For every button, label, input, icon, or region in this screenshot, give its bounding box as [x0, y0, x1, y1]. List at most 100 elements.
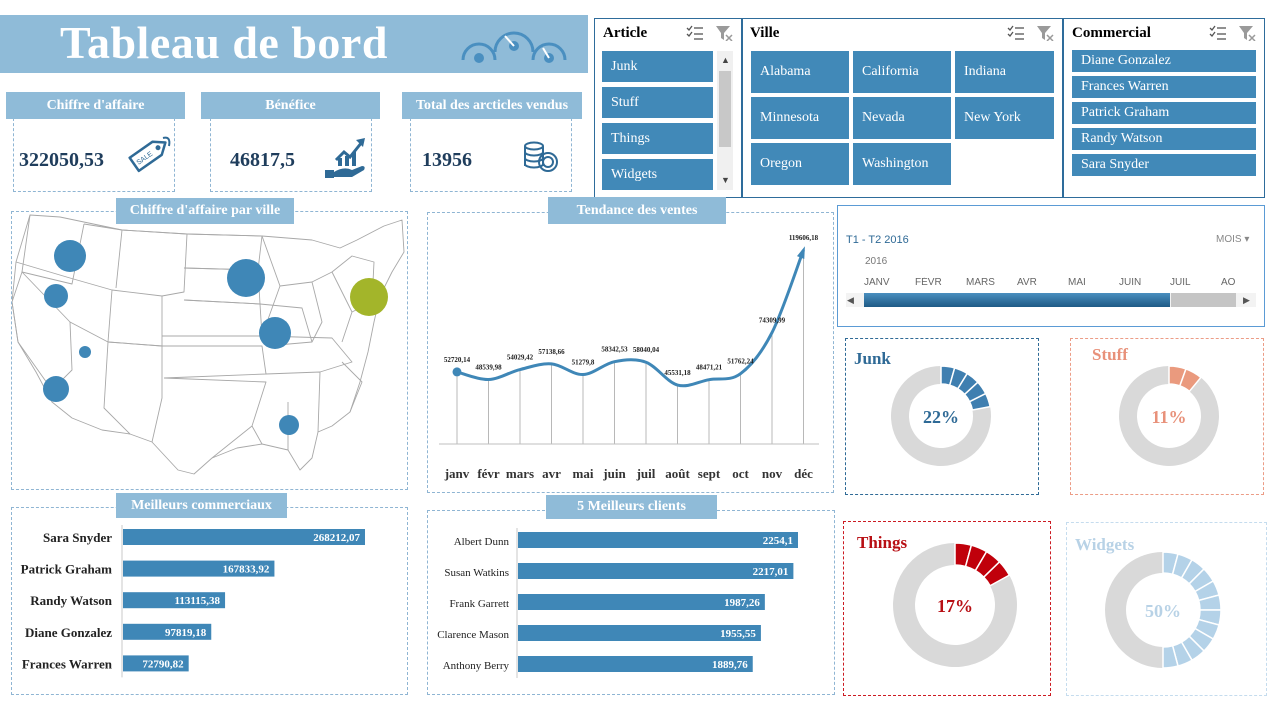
map-bubble[interactable]	[44, 284, 68, 308]
bar	[123, 529, 365, 545]
slicer-ville-item[interactable]: New York	[955, 97, 1054, 139]
timeline-month[interactable]: JANV	[864, 277, 890, 288]
map-bubble[interactable]	[43, 376, 69, 402]
scroll-right-icon[interactable]: ▶	[1243, 295, 1250, 305]
data-label: 48539,98	[475, 364, 502, 372]
slicer-ville-item[interactable]: California	[853, 51, 951, 93]
donut-segment	[1162, 644, 1179, 669]
map-bubble[interactable]	[279, 415, 299, 435]
kpi-value-items-sold: 13956	[422, 149, 472, 171]
top-sellers-chart: Sara Snyder 268212,07 Patrick Graham 167833…	[21, 525, 365, 678]
map-bubble[interactable]	[54, 240, 86, 272]
data-label: 58342,53	[601, 346, 628, 354]
bar	[123, 623, 212, 640]
gauge-icon	[461, 31, 567, 63]
slicer-commercial-item[interactable]: Patrick Graham	[1072, 102, 1256, 124]
timeline-month[interactable]: AO	[1221, 277, 1236, 288]
kpi-label-items-sold: Total des arcticles vendus	[402, 92, 582, 119]
slicer-ville-item[interactable]: Minnesota	[751, 97, 849, 139]
map-bubble[interactable]	[259, 317, 291, 349]
map-title: Chiffre d'affaire par ville	[116, 198, 294, 224]
slicer-commercial-item[interactable]: Diane Gonzalez	[1072, 50, 1256, 72]
slicer-ville-item[interactable]: Nevada	[853, 97, 951, 139]
timeline-month[interactable]: JUIL	[1170, 277, 1191, 288]
multi-select-icon[interactable]	[1007, 25, 1025, 41]
timeline-month[interactable]: JUIN	[1119, 277, 1142, 288]
top-clients-title: 5 Meilleurs clients	[546, 495, 717, 519]
donut-percentage: 50%	[1145, 601, 1181, 621]
top-clients-chart: Albert Dunn 2254,1 Susan Watkins 2217,01 Fra…	[437, 528, 798, 678]
timeline-selection[interactable]	[864, 293, 1170, 307]
slicer-commercial-item[interactable]: Sara Snyder	[1072, 154, 1256, 176]
timeline-month[interactable]: FÉVR	[915, 277, 942, 288]
donut-panel-stuff	[1070, 338, 1264, 495]
category-label: Patrick Graham	[21, 562, 113, 577]
x-tick-label: juil	[636, 466, 656, 481]
us-map[interactable]	[12, 212, 406, 488]
timeline-month[interactable]: MAI	[1068, 277, 1086, 288]
timeline-month[interactable]: AVR	[1017, 277, 1037, 288]
clear-filter-icon[interactable]	[715, 25, 733, 41]
slicer-ville-item[interactable]: Indiana	[955, 51, 1054, 93]
slicer-ville-item[interactable]: Washington	[853, 143, 951, 185]
data-label: 167833,92	[223, 564, 270, 576]
multi-select-icon[interactable]	[1209, 25, 1227, 41]
bar	[518, 532, 798, 548]
slicer-article-item[interactable]: Stuff	[602, 87, 713, 118]
timeline-month[interactable]: MARS	[966, 277, 995, 288]
slicer-article-item[interactable]: Widgets	[602, 159, 713, 190]
x-tick-label: avr	[542, 466, 561, 481]
slicer-ville-item[interactable]: Alabama	[751, 51, 849, 93]
bar	[123, 560, 275, 577]
slicer-ville: Ville Alabama California Indiana Minneso…	[742, 18, 1063, 198]
category-label: Randy Watson	[30, 593, 113, 608]
map-bubble[interactable]	[227, 259, 265, 297]
data-label: 74309,99	[759, 317, 786, 325]
category-label: Clarence Mason	[437, 629, 509, 641]
data-label: 54029,42	[507, 354, 534, 362]
scroll-thumb[interactable]	[719, 71, 731, 147]
x-tick-label: août	[665, 466, 690, 481]
data-label: 1889,76	[712, 659, 748, 671]
category-label: Albert Dunn	[454, 536, 510, 548]
slicer-commercial-item[interactable]: Randy Watson	[1072, 128, 1256, 150]
x-tick-label: févr	[477, 466, 500, 481]
data-label: 57138,66	[538, 348, 565, 356]
x-tick-label: mai	[573, 466, 594, 481]
trend-panel	[427, 212, 834, 493]
category-label: Frank Garrett	[449, 598, 509, 610]
scroll-down-icon[interactable]: ▼	[721, 175, 730, 185]
data-label: 72790,82	[142, 658, 184, 670]
data-label: 268212,07	[313, 532, 360, 544]
clear-filter-icon[interactable]	[1238, 25, 1256, 41]
slicer-article-scrollbar[interactable]: ▲ ▼	[717, 51, 733, 190]
slicer-commercial-title: Commercial	[1072, 25, 1151, 41]
slicer-ville-title: Ville	[750, 25, 780, 41]
slicer-ville-item[interactable]: Oregon	[751, 143, 849, 185]
data-label: 119606,18	[789, 234, 819, 242]
clear-filter-icon[interactable]	[1036, 25, 1054, 41]
donut-remainder	[1104, 552, 1163, 668]
data-label: 45531,18	[664, 369, 691, 377]
slicer-article-title: Article	[603, 25, 648, 41]
data-label: 52720,14	[444, 356, 471, 364]
map-bubble[interactable]	[79, 346, 91, 358]
slicer-commercial-item[interactable]: Frances Warren	[1072, 76, 1256, 98]
slicer-article-item[interactable]: Junk	[602, 51, 713, 82]
scroll-up-icon[interactable]: ▲	[721, 55, 730, 65]
timeline-level-select[interactable]: MOIS ▾	[1216, 234, 1249, 245]
timeline-level-label: MOIS	[1216, 234, 1242, 245]
slicer-article-item[interactable]: Things	[602, 123, 713, 154]
title-banner	[0, 15, 588, 73]
map-bubble-highlight[interactable]	[350, 278, 388, 316]
x-tick-label: juin	[602, 466, 626, 481]
multi-select-icon[interactable]	[686, 25, 704, 41]
category-label: Anthony Berry	[443, 660, 510, 672]
timeline-slicer[interactable]: T1 - T2 2016 MOIS ▾ 2016 JANV FÉVR MARS AVR…	[837, 205, 1265, 327]
top-sellers-title: Meilleurs commerciaux	[116, 493, 287, 518]
scroll-left-icon[interactable]: ◀	[847, 295, 854, 305]
data-label: 1987,26	[724, 597, 760, 609]
donut-segment	[968, 392, 991, 411]
timeline-unselected	[1171, 293, 1236, 307]
